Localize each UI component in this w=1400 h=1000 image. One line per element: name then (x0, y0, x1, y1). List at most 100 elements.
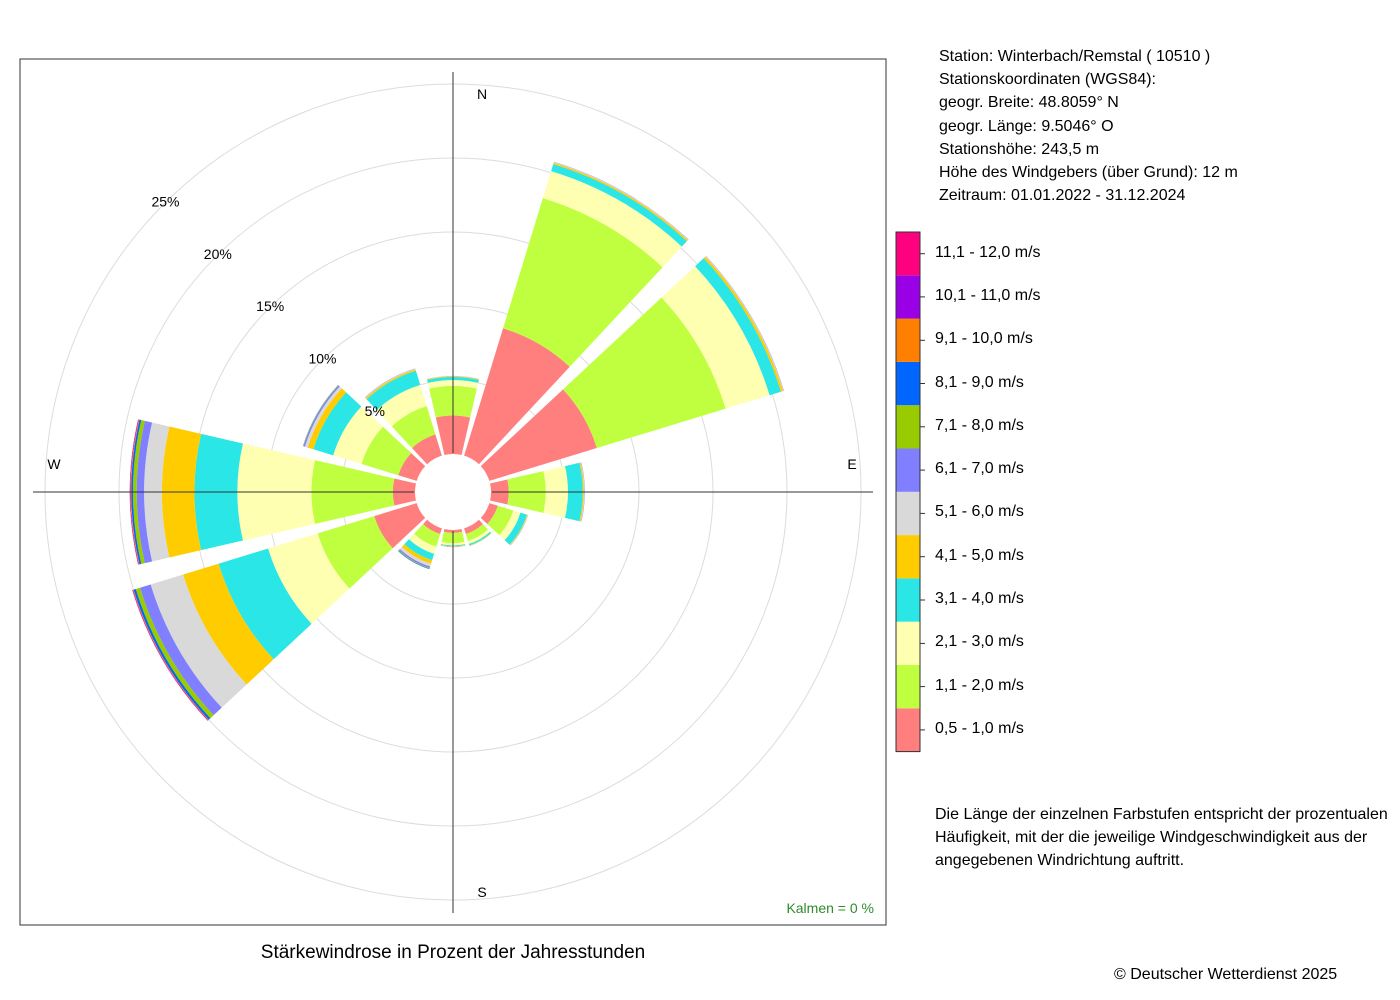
description-line-1: Die Länge der einzelnen Farbstufen entsp… (935, 806, 1388, 823)
ring-label-5: 25% (151, 194, 179, 210)
chart-title: Stärkewindrose in Prozent der Jahresstun… (260, 942, 646, 963)
sector-60-band-2 (563, 297, 726, 448)
sector-240-band-5 (183, 563, 274, 685)
legend-label-8: 7,1 - 8,0 m/s (935, 416, 1024, 434)
sector-300-band-6 (304, 386, 342, 448)
legend-swatch-4 (896, 578, 920, 622)
legend-swatch-7 (896, 448, 920, 492)
sensor-height: Höhe des Windgebers (über Grund): 12 m (939, 164, 1238, 182)
sector-30-band-3 (542, 171, 682, 268)
sector-120-band-4 (504, 512, 527, 545)
sector-0-band-7 (426, 375, 480, 379)
sector-330-band-5 (365, 369, 416, 400)
sector-330-band-1 (411, 434, 442, 465)
sector-180-band-7 (440, 545, 466, 548)
sector-30-band-1 (464, 328, 570, 465)
sector-120 (480, 503, 529, 546)
ring-labels: 5% 10% 15% 20% 25% (151, 194, 384, 419)
sector-180-band-5 (440, 544, 466, 547)
sector-240-band-1 (374, 503, 426, 549)
sector-300-band-3 (333, 406, 383, 465)
sector-120-band-2 (487, 505, 514, 536)
legend-label-9: 8,1 - 9,0 m/s (935, 373, 1024, 391)
sector-330-band-4 (366, 370, 421, 411)
sector-180-band-4 (440, 544, 466, 547)
sector-330 (364, 368, 442, 465)
sector-240-band-3 (268, 533, 350, 624)
sector-270-band-8 (133, 420, 145, 564)
station-longitude: geogr. Länge: 9.5046° O (939, 117, 1114, 135)
legend-label-12: 11,1 - 12,0 m/s (935, 243, 1041, 261)
compass-label-east: E (847, 456, 856, 472)
compass-label-south: S (477, 884, 486, 900)
sector-150 (464, 519, 492, 547)
sector-150-band-1 (464, 519, 483, 534)
sector-330-band-2 (391, 406, 436, 448)
sector-300-band-4 (313, 392, 362, 456)
sector-240-band-2 (317, 516, 393, 589)
sector-240-band-7 (139, 584, 222, 716)
sector-60-band-1 (480, 389, 597, 481)
sector-270-band-11 (130, 419, 139, 565)
sector-120-band-3 (499, 510, 521, 541)
sector-240-band-6 (150, 574, 247, 708)
legend-swatch-5 (896, 535, 920, 579)
coords-heading: Stationskoordinaten (WGS84): (939, 71, 1156, 89)
ring-label-3: 15% (256, 298, 284, 314)
ring-label-1: 5% (365, 403, 385, 419)
sector-270-band-9 (131, 419, 142, 565)
sector-180-band-1 (443, 529, 463, 533)
legend-swatch-10 (896, 318, 920, 362)
sector-240 (132, 503, 426, 721)
legend-label-10: 9,1 - 10,0 m/s (935, 330, 1033, 348)
sector-30 (464, 161, 689, 465)
compass-axes (33, 72, 873, 913)
legend-frame (895, 231, 921, 753)
legend-label-3: 2,1 - 3,0 m/s (935, 633, 1024, 651)
station-info: Station: Winterbach/Remstal ( 10510 ) St… (939, 45, 1238, 207)
station-name: Station: Winterbach/Remstal ( 10510 ) (939, 48, 1211, 65)
station-elevation: Stationshöhe: 243,5 m (939, 140, 1100, 158)
legend-swatch-2 (896, 665, 920, 709)
legend-swatch-9 (896, 361, 920, 406)
sector-180-band-6 (440, 545, 466, 548)
sector-60-band-4 (695, 258, 781, 396)
time-period: Zeitraum: 01.01.2022 - 31.12.2024 (939, 187, 1186, 205)
compass-label-north: N (477, 86, 487, 102)
sector-270-band-12 (129, 419, 139, 565)
sector-90-band-5 (579, 462, 584, 522)
wind-sectors (129, 161, 785, 721)
sector-150-band-3 (468, 529, 491, 544)
sector-300-band-1 (398, 452, 426, 481)
sector-60-band-3 (661, 266, 770, 409)
legend-swatch-11 (896, 275, 920, 319)
sector-270-band-7 (136, 420, 153, 564)
sector-240-band-8 (135, 587, 214, 719)
sector-300 (302, 384, 426, 481)
legend-label-4: 3,1 - 4,0 m/s (935, 590, 1024, 607)
sector-210-band-4 (404, 539, 435, 561)
sector-120-band-1 (480, 503, 498, 524)
sector-0-band-5 (426, 376, 480, 380)
sector-300-band-2 (361, 426, 412, 476)
sector-270-band-10 (130, 419, 140, 565)
sector-30-band-2 (503, 198, 663, 367)
ring-label-4: 20% (204, 246, 232, 262)
station-latitude: geogr. Breite: 48.8059° N (939, 94, 1119, 112)
legend-swatch-12 (896, 232, 920, 276)
sector-150-band-4 (468, 531, 492, 546)
description-line-2: Häufigkeit, mit der die jeweilige Windge… (935, 829, 1368, 847)
sector-330-band-3 (376, 384, 427, 427)
legend-label-7: 6,1 - 7,0 m/s (935, 460, 1024, 478)
sector-150-band-2 (465, 524, 488, 542)
sector-210 (398, 519, 442, 570)
calm-label: Kalmen = 0 % (786, 900, 874, 916)
sector-210-band-5 (401, 544, 433, 564)
legend-label-6: 5,1 - 6,0 m/s (935, 503, 1024, 521)
plot-frame (19, 58, 887, 926)
sector-240-band-4 (218, 548, 312, 660)
legend-label-1: 0,5 - 1,0 m/s (935, 719, 1024, 737)
sector-210-band-2 (413, 524, 441, 547)
legend-label-11: 10,1 - 11,0 m/s (935, 286, 1041, 304)
